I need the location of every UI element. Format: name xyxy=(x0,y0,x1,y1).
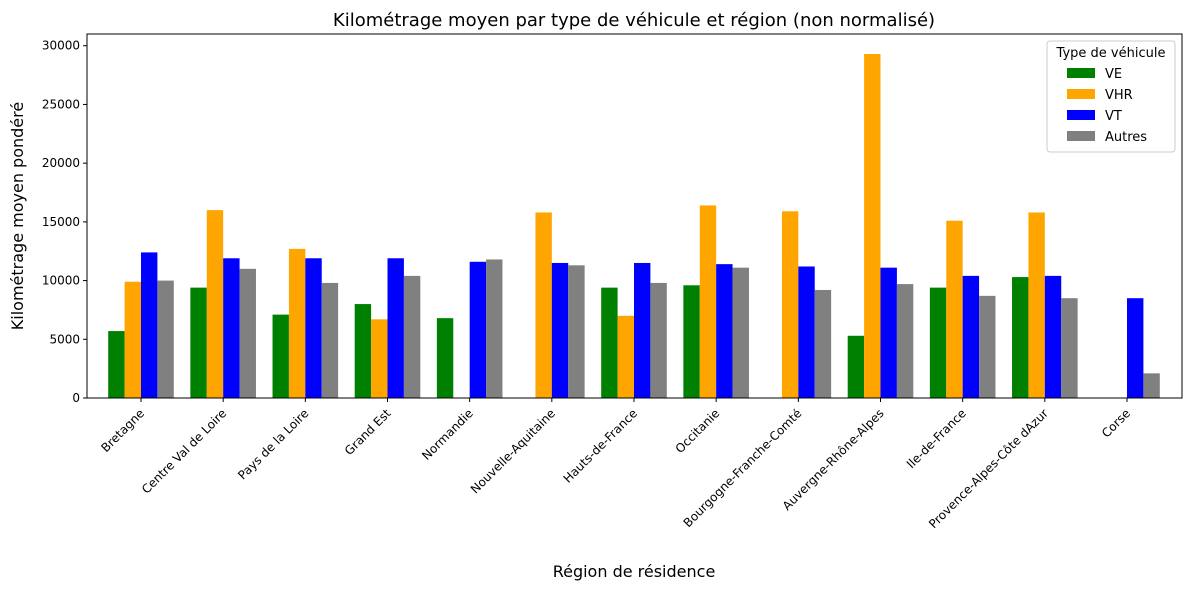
bar-ve-4 xyxy=(436,318,454,398)
bar-vt-7 xyxy=(716,264,733,398)
bar-vhr-5 xyxy=(535,212,552,398)
bar-vhr-9 xyxy=(864,53,881,399)
legend-label-vt: VT xyxy=(1105,109,1122,124)
bar-vhr-3 xyxy=(371,319,388,398)
bar-vt-12 xyxy=(1127,298,1144,398)
y-tick-label: 20000 xyxy=(42,156,80,170)
legend: Type de véhicule VE VHR VT Autres xyxy=(1046,40,1176,153)
bar-vhr-6 xyxy=(617,315,634,398)
x-tick-label: Nouvelle-Aquitaine xyxy=(468,406,558,496)
x-tick-label: Normandie xyxy=(419,406,476,463)
legend-title: Type de véhicule xyxy=(1056,46,1166,61)
x-tick-label: Occitanie xyxy=(673,406,723,456)
legend-swatch-autres xyxy=(1067,131,1095,141)
bar-ve-9 xyxy=(847,335,865,398)
bar-autres-4 xyxy=(486,259,503,398)
bar-vt-3 xyxy=(387,258,404,398)
legend-label-vhr: VHR xyxy=(1105,88,1133,103)
bar-ve-6 xyxy=(601,287,618,398)
bar-autres-12 xyxy=(1143,373,1160,398)
bar-vhr-8 xyxy=(781,211,799,398)
legend-label-autres: Autres xyxy=(1105,130,1147,145)
bar-autres-10 xyxy=(979,295,996,398)
bar-autres-7 xyxy=(732,267,749,398)
x-tick-label: Corse xyxy=(1099,406,1133,440)
bar-vt-1 xyxy=(223,258,240,398)
bar-vt-5 xyxy=(551,262,569,398)
bar-ve-0 xyxy=(108,331,125,398)
bar-autres-1 xyxy=(239,268,256,398)
bar-autres-0 xyxy=(157,280,174,398)
bar-autres-9 xyxy=(896,284,914,398)
bar-vhr-1 xyxy=(206,210,224,398)
bar-autres-3 xyxy=(403,275,421,398)
y-axis: 0 5000 10000 15000 20000 25000 30000 xyxy=(42,39,87,405)
y-tick-label: 30000 xyxy=(42,39,80,53)
bar-ve-7 xyxy=(683,285,700,398)
legend-swatch-ve xyxy=(1067,68,1095,78)
x-tick-label: Hauts-de-France xyxy=(561,406,641,486)
x-tick-label: Bretagne xyxy=(98,406,147,455)
bar-vt-11 xyxy=(1044,275,1062,398)
bar-vt-0 xyxy=(141,252,158,398)
bar-vhr-11 xyxy=(1028,212,1045,398)
y-axis-label: Kilométrage moyen pondéré xyxy=(8,102,27,330)
y-tick-label: 10000 xyxy=(42,274,80,288)
legend-label-ve: VE xyxy=(1105,67,1122,82)
bar-autres-5 xyxy=(568,265,585,398)
legend-swatch-vhr xyxy=(1067,89,1095,99)
bar-autres-2 xyxy=(321,282,339,398)
bar-vt-2 xyxy=(305,258,322,398)
x-tick-label: Pays de la Loire xyxy=(235,406,311,482)
bar-autres-8 xyxy=(814,289,832,398)
x-axis-label: Région de résidence xyxy=(553,562,716,581)
y-tick-label: 25000 xyxy=(42,97,80,111)
bar-ve-11 xyxy=(1012,277,1029,398)
x-tick-label: Grand Est xyxy=(342,406,394,458)
y-tick-label: 5000 xyxy=(49,332,80,346)
bar-autres-11 xyxy=(1061,298,1078,398)
x-tick-label: Ile-de-France xyxy=(904,406,969,471)
bar-ve-1 xyxy=(190,287,207,398)
y-tick-label: 0 xyxy=(72,391,80,405)
bars-group xyxy=(108,53,1160,399)
y-tick-label: 15000 xyxy=(42,215,80,229)
chart-title: Kilométrage moyen par type de véhicule e… xyxy=(333,10,935,31)
bar-vt-8 xyxy=(798,266,815,398)
bar-autres-6 xyxy=(650,282,667,398)
bar-ve-2 xyxy=(272,314,289,398)
bar-ve-10 xyxy=(929,287,947,398)
bar-vhr-10 xyxy=(946,220,963,398)
bar-vt-9 xyxy=(880,267,897,398)
legend-swatch-vt xyxy=(1067,110,1095,120)
bar-vhr-7 xyxy=(699,205,717,398)
bar-vt-10 xyxy=(962,275,980,398)
bar-vt-4 xyxy=(469,261,487,398)
bar-vt-6 xyxy=(634,262,651,398)
x-tick-label: Centre Val de Loire xyxy=(139,406,229,496)
bar-vhr-0 xyxy=(124,281,141,398)
bar-ve-3 xyxy=(354,304,372,398)
bar-vhr-2 xyxy=(288,248,306,398)
